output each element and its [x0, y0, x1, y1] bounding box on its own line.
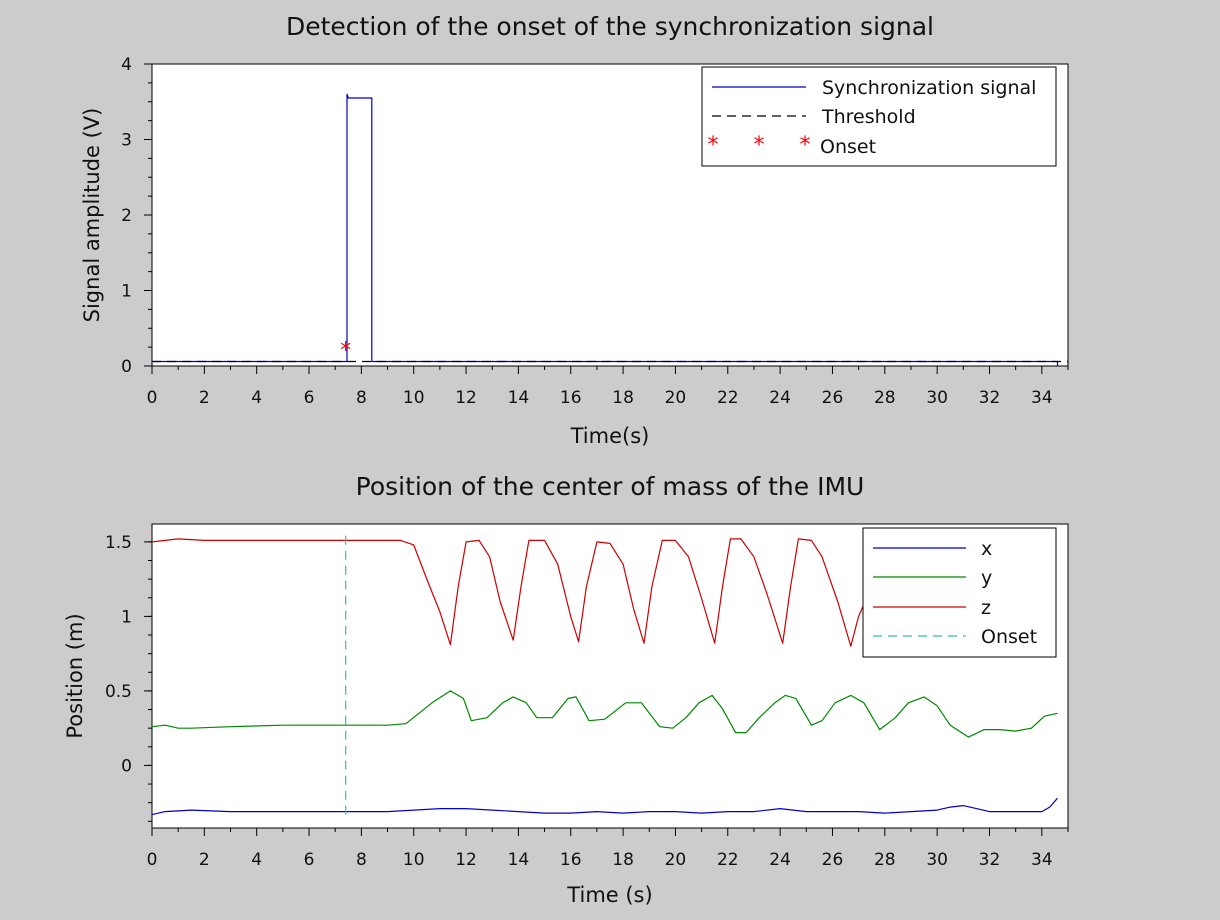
x-tick-label: 4: [251, 388, 262, 408]
legend: x y z Onset: [862, 527, 1057, 658]
x-tick-label: 10: [403, 850, 425, 870]
legend: Synchronization signal Threshold * * * O…: [701, 66, 1057, 167]
legend-swatch-onset: * * *: [708, 133, 811, 158]
y-axis-ticks: 0 0.5 1 1.5: [105, 533, 152, 822]
imu-position-chart: Position of the center of mass of the IM…: [63, 472, 1069, 907]
x-tick-label: 30: [926, 850, 948, 870]
x-tick-label: 14: [508, 388, 530, 408]
x-tick-label: 20: [665, 850, 687, 870]
onset-marker-icon: *: [800, 133, 811, 158]
series-line-z: [151, 538, 873, 647]
x-tick-label: 14: [508, 850, 530, 870]
x-tick-label: 18: [612, 388, 634, 408]
series-line-y: [151, 690, 1058, 738]
x-tick-label: 12: [455, 850, 477, 870]
x-tick-label: 0: [147, 850, 158, 870]
onset-marker: *: [340, 338, 351, 363]
legend-label-onset: Onset: [981, 626, 1037, 648]
series-group: *: [152, 93, 1068, 366]
x-tick-label: 10: [403, 388, 425, 408]
y-tick-label: 4: [121, 55, 132, 75]
onset-marker-icon: *: [708, 133, 719, 158]
x-tick-label: 32: [979, 850, 1001, 870]
x-axis-label: Time (s): [566, 883, 652, 907]
y-tick-label: 0: [121, 756, 132, 776]
x-tick-label: 32: [979, 388, 1001, 408]
x-tick-label: 12: [455, 388, 477, 408]
x-tick-label: 6: [304, 850, 315, 870]
y-tick-label: 2: [121, 206, 132, 226]
x-tick-label: 30: [926, 388, 948, 408]
legend-label-sync: Synchronization signal: [822, 77, 1036, 99]
legend-label-z: z: [981, 597, 991, 619]
sync-signal-chart: Detection of the onset of the synchroniz…: [80, 12, 1069, 448]
y-tick-label: 1: [121, 607, 132, 627]
y-tick-label: 1: [121, 282, 132, 302]
x-axis-ticks: 0 2 4 6 8 10 12 14 16 18 20 22 24 26 28 30 32 34: [147, 828, 1069, 870]
x-axis-ticks: 0 2 4 6 8 10 12 14 16 18 20 22 24 26 28 30 32 34: [147, 366, 1069, 408]
series-line-synchronization-signal: [152, 93, 1059, 366]
y-tick-label: 0.5: [105, 682, 132, 702]
y-tick-label: 1.5: [105, 533, 132, 553]
x-tick-label: 2: [199, 850, 210, 870]
x-tick-label: 18: [612, 850, 634, 870]
x-axis-label: Time(s): [570, 424, 650, 448]
y-tick-label: 0: [121, 357, 132, 377]
x-tick-label: 26: [822, 850, 844, 870]
legend-label-onset: Onset: [820, 136, 876, 158]
x-tick-label: 8: [356, 850, 367, 870]
chart-title: Position of the center of mass of the IM…: [356, 472, 865, 501]
x-tick-label: 22: [717, 388, 739, 408]
x-tick-label: 34: [1031, 850, 1053, 870]
x-tick-label: 22: [717, 850, 739, 870]
y-axis-label: Signal amplitude (V): [80, 108, 104, 323]
x-tick-label: 16: [560, 388, 582, 408]
x-tick-label: 8: [356, 388, 367, 408]
y-axis-label: Position (m): [63, 613, 87, 738]
x-tick-label: 2: [199, 388, 210, 408]
x-tick-label: 16: [560, 850, 582, 870]
x-tick-label: 6: [304, 388, 315, 408]
series-line-x: [151, 797, 1058, 816]
x-tick-label: 24: [769, 850, 791, 870]
x-tick-label: 4: [251, 850, 262, 870]
y-tick-label: 3: [121, 131, 132, 151]
x-tick-label: 28: [874, 850, 896, 870]
x-tick-label: 20: [665, 388, 687, 408]
onset-marker-icon: *: [754, 133, 765, 158]
x-tick-label: 28: [874, 388, 896, 408]
x-tick-label: 0: [147, 388, 158, 408]
chart-title: Detection of the onset of the synchroniz…: [286, 12, 934, 41]
y-axis-ticks: 0 1 2 3 4: [121, 55, 152, 377]
legend-label-x: x: [981, 538, 992, 560]
x-tick-label: 34: [1031, 388, 1053, 408]
series-group: [151, 534, 1058, 816]
x-tick-label: 24: [769, 388, 791, 408]
x-tick-label: 26: [822, 388, 844, 408]
legend-label-threshold: Threshold: [821, 106, 916, 128]
legend-label-y: y: [981, 567, 992, 589]
